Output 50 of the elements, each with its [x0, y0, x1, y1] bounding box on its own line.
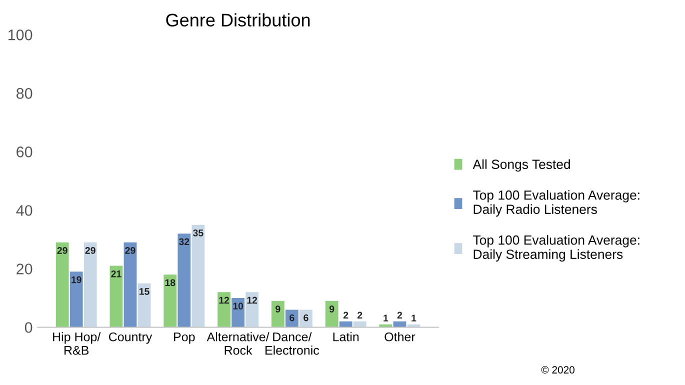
bar [70, 272, 83, 328]
x-tick-label: Other [384, 332, 416, 342]
data-label: 6 [304, 314, 308, 322]
data-label: 15 [139, 288, 150, 295]
data-label: 1 [384, 314, 388, 322]
legend-label: All Songs Tested [472, 159, 570, 172]
bar [84, 242, 97, 328]
data-label: 9 [276, 306, 280, 312]
bar [124, 242, 137, 328]
data-label: 1 [412, 314, 416, 322]
y-tick-label: 0 [24, 322, 32, 333]
data-label: 29 [125, 247, 136, 254]
y-tick-label: 40 [16, 205, 32, 216]
chart-title: Genre Distribution [166, 13, 310, 26]
bar [164, 274, 177, 328]
data-label: 12 [219, 296, 230, 304]
data-label: 21 [111, 270, 122, 278]
data-label: 29 [85, 247, 96, 254]
bar [218, 292, 230, 328]
x-tick-label: Hip Hop/ R&B [53, 332, 101, 355]
x-tick-label: Latin [333, 332, 359, 342]
bar [110, 266, 123, 328]
data-label: 12 [247, 296, 258, 304]
data-label: 2 [357, 312, 362, 319]
data-label: 18 [165, 279, 176, 286]
data-label: 9 [329, 306, 334, 312]
bar [271, 300, 284, 328]
text: © 2020 [541, 366, 574, 374]
legend-label: Top 100 Evaluation Average: Daily Streaming Listeners [473, 235, 640, 262]
bar [325, 300, 338, 328]
y-tick-label: 100 [8, 30, 32, 40]
data-label: 2 [397, 312, 402, 319]
legend-label: Top 100 Evaluation Average: Daily Radio Listeners [473, 190, 640, 217]
bar [178, 234, 191, 328]
data-label: 6 [290, 314, 294, 322]
bar [232, 298, 244, 328]
data-label: 2 [343, 312, 348, 319]
data-label: 32 [178, 238, 190, 246]
y-tick-label: 20 [16, 264, 32, 274]
data-label: 10 [233, 302, 244, 310]
data-label: 35 [192, 229, 204, 236]
x-tick-label: Country [108, 332, 152, 344]
bar [246, 292, 258, 328]
y-tick-label: 60 [16, 146, 32, 158]
y-tick-label: 80 [16, 88, 32, 99]
bar [192, 224, 205, 328]
x-tick-label: Pop [174, 332, 195, 344]
bar [56, 242, 69, 328]
data-label: 29 [57, 247, 68, 254]
data-label: 19 [72, 276, 82, 284]
